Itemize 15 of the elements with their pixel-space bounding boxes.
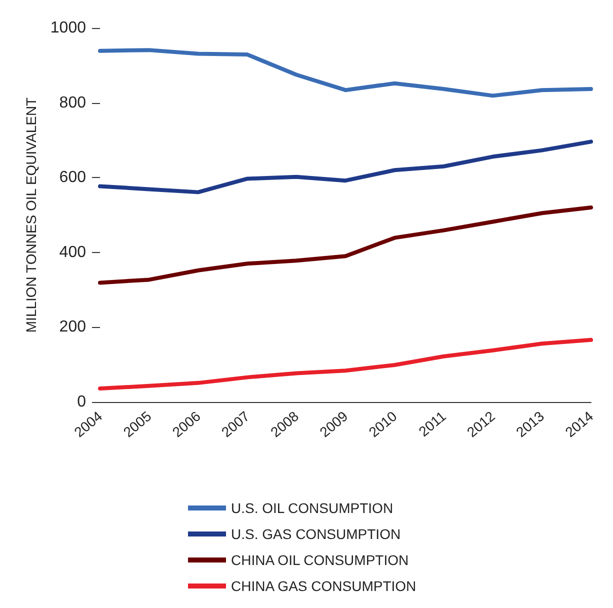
legend-label: U.S. GAS CONSUMPTION: [231, 526, 401, 542]
y-tick-label: 800: [59, 94, 86, 112]
legend-label: U.S. OIL CONSUMPTION: [231, 500, 394, 516]
line-series: [98, 140, 593, 194]
y-tick-label: 600: [59, 169, 86, 186]
legend-label: CHINA OIL CONSUMPTION: [231, 552, 409, 568]
y-tick-label: 200: [59, 318, 86, 336]
legend-label: CHINA GAS CONSUMPTION: [231, 578, 416, 594]
y-tick-label: 1000: [50, 20, 86, 36]
y-tick-label: 400: [59, 244, 86, 261]
line-series: [98, 338, 593, 391]
y-axis-title: MILLION TONNES OIL EQUIVALENT: [23, 96, 39, 333]
line-series: [98, 206, 593, 285]
y-tick-label: 0: [77, 394, 86, 410]
line-series: [98, 48, 593, 98]
